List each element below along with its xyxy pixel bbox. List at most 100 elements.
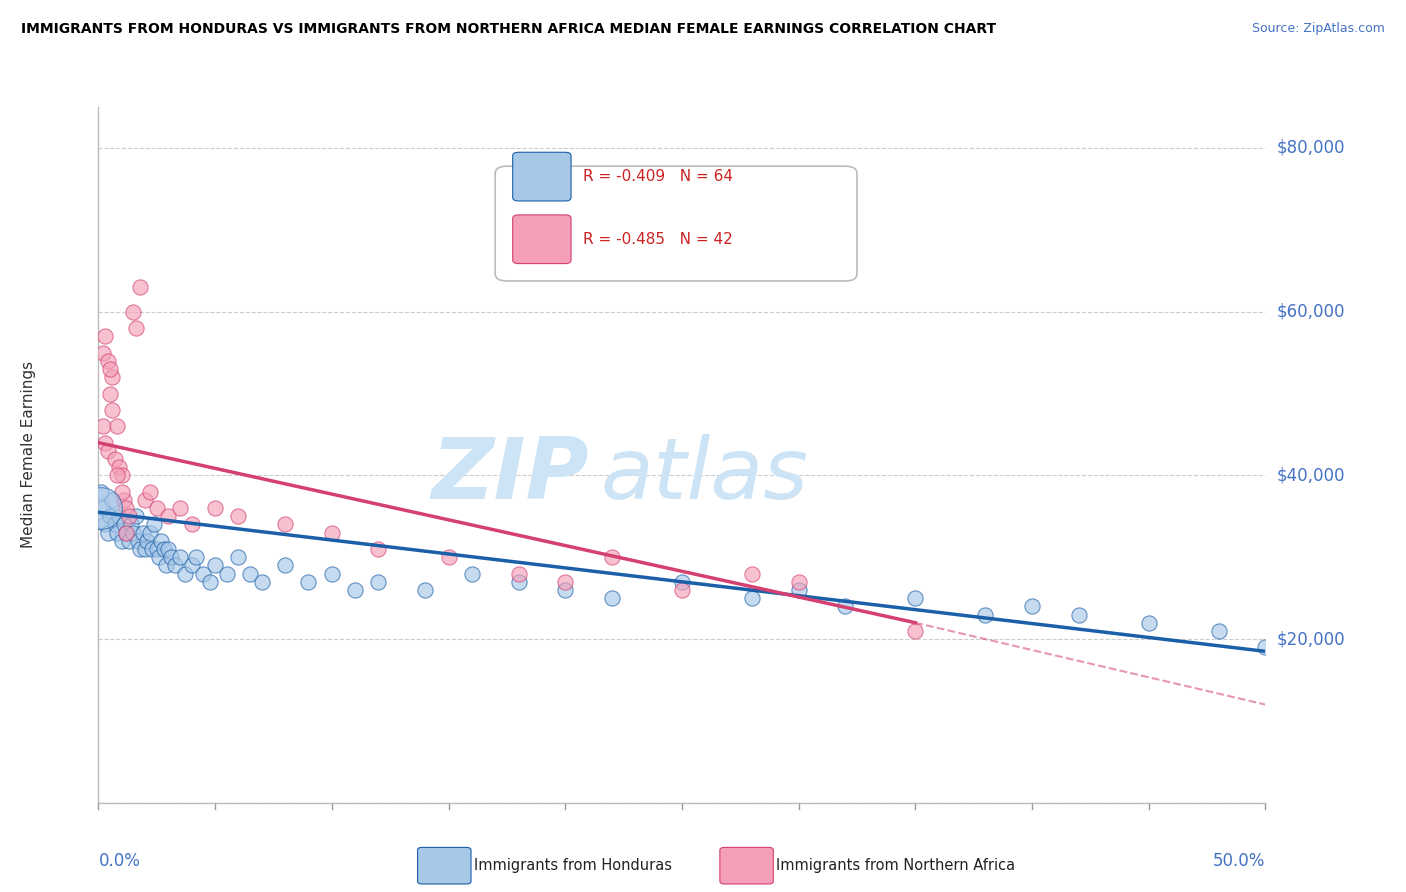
Point bbox=[146, 501, 169, 516]
Point bbox=[787, 574, 810, 589]
Point bbox=[125, 509, 148, 524]
FancyBboxPatch shape bbox=[513, 215, 571, 263]
Point bbox=[1137, 615, 1160, 630]
Point bbox=[90, 484, 112, 499]
Point bbox=[239, 566, 262, 581]
Point bbox=[94, 329, 117, 343]
Point bbox=[91, 419, 114, 434]
Point bbox=[274, 517, 297, 532]
Point bbox=[150, 533, 173, 548]
Text: Source: ZipAtlas.com: Source: ZipAtlas.com bbox=[1251, 22, 1385, 36]
Text: ZIP: ZIP bbox=[430, 434, 589, 517]
Point bbox=[97, 525, 120, 540]
Point bbox=[741, 591, 763, 606]
Point bbox=[508, 566, 530, 581]
Point bbox=[321, 525, 343, 540]
Point bbox=[125, 321, 148, 335]
Point bbox=[904, 591, 927, 606]
Point bbox=[136, 533, 159, 548]
Point bbox=[159, 550, 181, 565]
Point bbox=[139, 525, 162, 540]
Point bbox=[105, 468, 128, 483]
Point bbox=[169, 501, 191, 516]
Point bbox=[204, 501, 226, 516]
Point bbox=[118, 533, 141, 548]
Point bbox=[215, 566, 238, 581]
Point bbox=[98, 386, 121, 401]
Point bbox=[127, 533, 149, 548]
Point bbox=[228, 509, 250, 524]
Point bbox=[437, 550, 460, 565]
Point bbox=[143, 517, 166, 532]
Point bbox=[105, 525, 128, 540]
Point bbox=[250, 574, 273, 589]
Text: Immigrants from Northern Africa: Immigrants from Northern Africa bbox=[776, 858, 1015, 872]
Text: 0.0%: 0.0% bbox=[98, 852, 141, 870]
Point bbox=[146, 542, 169, 557]
Point bbox=[97, 353, 120, 368]
Point bbox=[321, 566, 343, 581]
Point bbox=[155, 558, 177, 573]
Point bbox=[165, 558, 187, 573]
Point bbox=[787, 582, 810, 597]
Text: 50.0%: 50.0% bbox=[1213, 852, 1265, 870]
Point bbox=[98, 509, 121, 524]
Point bbox=[141, 542, 163, 557]
Point bbox=[600, 550, 623, 565]
FancyBboxPatch shape bbox=[513, 153, 571, 201]
Point bbox=[139, 484, 162, 499]
Point bbox=[152, 542, 174, 557]
Point bbox=[173, 566, 195, 581]
Point bbox=[91, 345, 114, 359]
Text: $60,000: $60,000 bbox=[1277, 302, 1346, 321]
Point bbox=[122, 304, 145, 318]
Point bbox=[186, 550, 208, 565]
Point bbox=[169, 550, 191, 565]
Point bbox=[904, 624, 927, 638]
Point bbox=[1208, 624, 1230, 638]
Point bbox=[148, 550, 170, 565]
Point bbox=[120, 517, 142, 532]
Point bbox=[297, 574, 319, 589]
Point bbox=[122, 525, 145, 540]
Point bbox=[367, 574, 389, 589]
Point bbox=[112, 492, 135, 507]
Point bbox=[129, 280, 152, 294]
Point bbox=[111, 468, 134, 483]
Point bbox=[90, 501, 112, 516]
Point bbox=[413, 582, 436, 597]
Point bbox=[274, 558, 297, 573]
Point bbox=[671, 582, 693, 597]
Point bbox=[600, 591, 623, 606]
Point bbox=[111, 533, 134, 548]
Point bbox=[105, 419, 128, 434]
Text: R = -0.409   N = 64: R = -0.409 N = 64 bbox=[582, 169, 733, 184]
Point bbox=[671, 574, 693, 589]
Point bbox=[834, 599, 856, 614]
Point bbox=[104, 517, 127, 532]
Point bbox=[132, 525, 155, 540]
Text: $40,000: $40,000 bbox=[1277, 467, 1346, 484]
Text: Median Female Earnings: Median Female Earnings bbox=[21, 361, 37, 549]
Text: $80,000: $80,000 bbox=[1277, 139, 1346, 157]
Point bbox=[1254, 640, 1277, 655]
Point bbox=[461, 566, 484, 581]
Point bbox=[101, 370, 124, 384]
Point bbox=[108, 460, 131, 475]
Point bbox=[94, 517, 117, 532]
Text: Immigrants from Honduras: Immigrants from Honduras bbox=[474, 858, 672, 872]
Point bbox=[118, 509, 141, 524]
Point bbox=[157, 509, 180, 524]
Text: $20,000: $20,000 bbox=[1277, 630, 1346, 648]
Point bbox=[741, 566, 763, 581]
Point bbox=[134, 542, 156, 557]
Point bbox=[115, 501, 138, 516]
Point bbox=[115, 525, 138, 540]
Point bbox=[101, 403, 124, 417]
Point bbox=[200, 574, 222, 589]
Point bbox=[228, 550, 250, 565]
Point bbox=[101, 492, 124, 507]
Point bbox=[111, 484, 134, 499]
Text: atlas: atlas bbox=[600, 434, 808, 517]
Point bbox=[554, 574, 576, 589]
